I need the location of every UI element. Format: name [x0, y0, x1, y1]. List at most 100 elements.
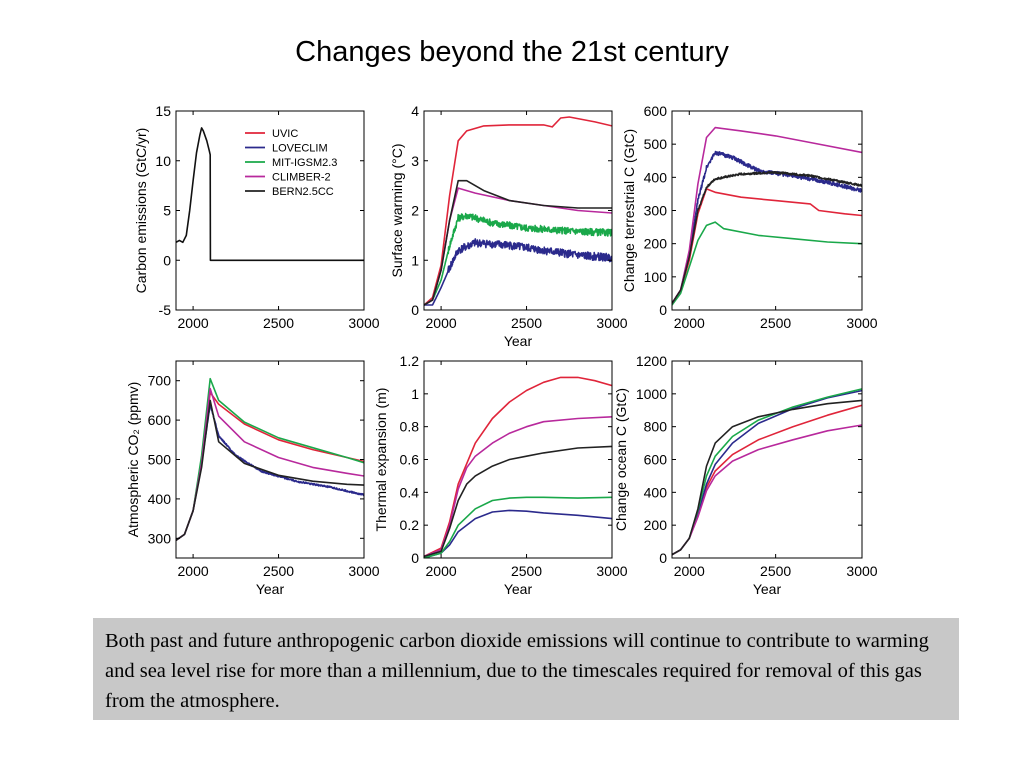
y-tick-label: 0.8 — [400, 419, 420, 435]
chart-panel-ocean: 2000 2500 3000 0 200 400 600 800 1000 1200 Year Cha… — [613, 353, 878, 597]
y-tick-label: 2 — [411, 203, 419, 219]
y-tick-label: 0 — [659, 550, 667, 566]
y-tick-label: 400 — [644, 169, 668, 185]
y-tick-label: 0.6 — [400, 452, 420, 468]
x-tick-label: 2000 — [674, 315, 705, 331]
y-tick-label: 600 — [644, 452, 668, 468]
y-tick-label: 1200 — [636, 353, 667, 369]
y-tick-label: 400 — [148, 491, 172, 507]
chart-panel-warming: 2000 2500 3000 0 1 2 3 4 Year Surface warming (°C… — [389, 103, 628, 349]
y-tick-label: 0 — [163, 252, 171, 268]
x-axis-label: Year — [504, 333, 533, 349]
y-tick-label: 1.2 — [400, 353, 420, 369]
chart-panel-terrestrial: 2000 2500 3000 0 100 200 300 400 500 600 Change te… — [621, 103, 878, 331]
legend: UVIC LOVECLIM MIT-IGSM2.3 CLIMBER-2 BERN2.5C… — [245, 128, 337, 198]
y-tick-label: 800 — [644, 419, 668, 435]
slide-title: Changes beyond the 21st century — [295, 36, 729, 68]
y-tick-label: 10 — [155, 153, 171, 169]
y-tick-label: 200 — [644, 236, 668, 252]
x-tick-label: 2000 — [426, 563, 457, 579]
plot-frame — [175, 110, 365, 311]
chart-panel-co2: 2000 2500 3000 300 400 500 600 700 Year Atmospher… — [125, 360, 380, 597]
x-tick-label: 2500 — [511, 315, 542, 331]
series-line-bern2-5cc — [424, 179, 612, 306]
x-tick-label: 2500 — [263, 563, 294, 579]
x-tick-label: 3000 — [348, 315, 379, 331]
y-tick-label: 4 — [411, 103, 419, 119]
y-tick-label: 3 — [411, 153, 419, 169]
series-line-climber-2 — [672, 424, 862, 556]
series-line-uvic — [672, 404, 862, 556]
x-tick-label: 2500 — [263, 315, 294, 331]
series-line-uvic — [176, 391, 364, 541]
x-tick-label: 3000 — [846, 563, 877, 579]
x-tick-label: 2500 — [760, 315, 791, 331]
y-tick-label: 0 — [659, 302, 667, 318]
x-tick-label: 2000 — [426, 315, 457, 331]
legend-label: MIT-IGSM2.3 — [272, 157, 337, 169]
series-line-bern2-5cc — [176, 399, 364, 541]
chart-panel-thermal: 2000 2500 3000 0 0.2 0.4 0.6 0.8 1 1.2 Year Thermal… — [373, 353, 628, 597]
legend-label: LOVECLIM — [272, 143, 328, 155]
y-tick-label: 15 — [155, 103, 171, 119]
caption-box: Both past and future anthropogenic carbo… — [93, 618, 959, 720]
x-tick-label: 3000 — [596, 315, 627, 331]
y-tick-label: 100 — [644, 269, 668, 285]
y-axis-label: Surface warming (°C) — [389, 144, 405, 278]
series-line-uvic — [424, 376, 612, 558]
series-line-bern2-5cc — [672, 170, 862, 304]
y-tick-label: 300 — [148, 530, 172, 546]
y-tick-label: 0 — [411, 302, 419, 318]
caption-text: Both past and future anthropogenic carbo… — [105, 630, 929, 712]
y-tick-label: 0 — [411, 550, 419, 566]
series-line-mit-igsm2-3 — [672, 221, 862, 306]
series-line-mit-igsm2-3 — [424, 212, 612, 306]
x-tick-label: 2000 — [178, 563, 209, 579]
y-tick-label: 0.4 — [400, 484, 420, 500]
series-line-bern2-5cc — [672, 399, 862, 556]
legend-label: BERN2.5CC — [272, 186, 334, 198]
legend-label: CLIMBER-2 — [272, 172, 331, 184]
series-line-uvic — [424, 116, 612, 306]
y-axis-label: Carbon emissions (GtC/yr) — [133, 128, 149, 294]
y-tick-label: 400 — [644, 484, 668, 500]
series-line-bern2-5cc — [424, 445, 612, 558]
y-tick-label: 600 — [644, 103, 668, 119]
y-tick-label: 500 — [644, 136, 668, 152]
y-tick-label: 300 — [644, 203, 668, 219]
x-tick-label: 3000 — [596, 563, 627, 579]
series-line-loveclim — [424, 238, 612, 306]
plot-frame — [671, 110, 863, 311]
x-axis-label: Year — [256, 581, 285, 597]
x-axis-label: Year — [753, 581, 782, 597]
y-tick-label: 700 — [148, 373, 172, 389]
series-line-emissions — [176, 127, 364, 262]
y-tick-label: 1 — [411, 252, 419, 268]
legend-label: UVIC — [272, 128, 298, 140]
series-line-climber-2 — [424, 416, 612, 558]
x-tick-label: 2500 — [760, 563, 791, 579]
y-axis-label: Change ocean C (GtC) — [613, 388, 629, 531]
y-tick-label: 600 — [148, 412, 172, 428]
x-tick-label: 2500 — [511, 563, 542, 579]
y-tick-label: 200 — [644, 517, 668, 533]
plot-frame — [423, 360, 613, 559]
y-axis-label: Change terrestrial C (GtC) — [621, 129, 637, 292]
y-tick-label: 0.2 — [400, 517, 420, 533]
series-line-climber-2 — [176, 387, 364, 541]
x-tick-label: 3000 — [846, 315, 877, 331]
y-tick-label: -5 — [159, 302, 172, 318]
x-axis-label: Year — [504, 581, 533, 597]
y-tick-label: 5 — [163, 203, 171, 219]
x-tick-label: 2000 — [178, 315, 209, 331]
series-line-climber-2 — [672, 126, 862, 304]
series-line-uvic — [672, 188, 862, 304]
y-axis-label: Atmospheric CO₂ (ppmv) — [125, 382, 141, 538]
y-tick-label: 1000 — [636, 386, 667, 402]
x-tick-label: 3000 — [348, 563, 379, 579]
y-tick-label: 500 — [148, 452, 172, 468]
x-tick-label: 2000 — [674, 563, 705, 579]
series-line-mit-igsm2-3 — [176, 377, 364, 541]
plot-frame — [671, 360, 863, 559]
